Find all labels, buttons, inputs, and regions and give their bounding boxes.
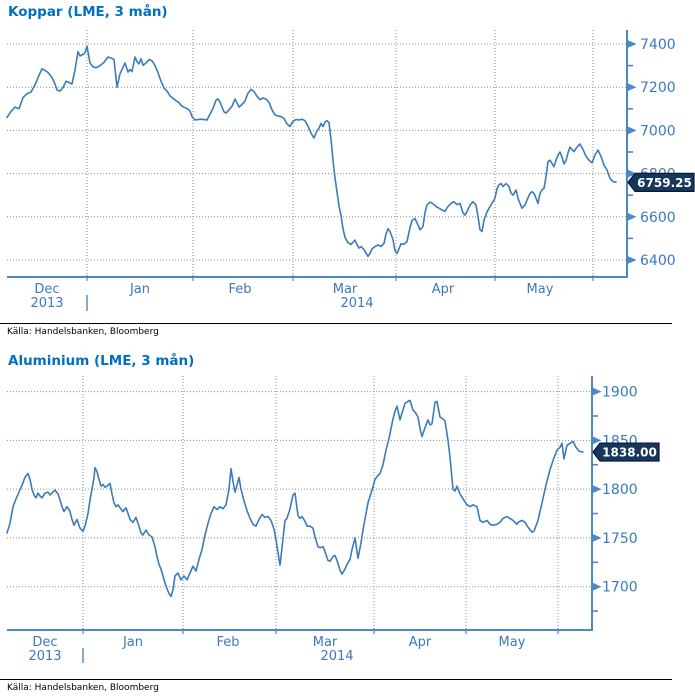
x-axis-month-label: Apr [432, 282, 455, 297]
divider-line [0, 323, 672, 324]
axis-arrow-icon [593, 387, 602, 396]
x-axis-year-label: 2014 [320, 649, 353, 664]
x-axis-month-label: Apr [409, 635, 432, 650]
y-axis-label: 1700 [602, 580, 638, 596]
x-axis-month-label: Jan [122, 635, 143, 650]
copper-chart-canvas: 740072007000680066006400DecJanFebMarAprM… [6, 30, 695, 311]
source-note: Källa: Handelsbanken, Bloomberg [7, 683, 159, 693]
axis-arrow-icon [628, 256, 637, 264]
x-axis-month-label: May [499, 635, 526, 650]
aluminium-chart-title: Aluminium (LME, 3 mån) [8, 353, 195, 369]
axis-arrow-icon [593, 534, 602, 542]
divider-line [0, 679, 672, 680]
x-axis-month-label: Feb [228, 282, 251, 297]
x-axis-year-label: 2013 [30, 296, 63, 311]
y-axis-label: 7000 [640, 123, 676, 139]
x-axis-month-label: Dec [34, 282, 59, 297]
axis-arrow-icon [593, 436, 602, 445]
series-line [6, 45, 617, 258]
y-axis-label: 1800 [602, 482, 638, 498]
price-tag [627, 172, 695, 193]
axis-arrow-icon [628, 213, 637, 221]
x-axis-year-label: 2014 [340, 296, 373, 311]
x-axis-month-label: Mar [313, 635, 338, 650]
y-axis-label: 6400 [640, 253, 676, 269]
axis-arrow-icon [628, 126, 637, 135]
x-axis-year-label: 2013 [28, 649, 61, 664]
x-axis-month-label: Mar [333, 282, 358, 297]
y-axis-label: 1900 [602, 385, 638, 401]
axis-arrow-icon [593, 485, 602, 493]
axis-arrow-icon [628, 40, 637, 48]
x-axis-month-label: Feb [216, 635, 239, 650]
x-axis-month-label: Jan [129, 282, 150, 297]
price-tag-label: 6759.25 [637, 176, 692, 190]
y-axis-label: 1750 [602, 531, 638, 547]
series-line [6, 399, 584, 598]
x-axis-month-label: Dec [32, 635, 57, 650]
source-note: Källa: Handelsbanken, Bloomberg [7, 327, 159, 337]
axis-arrow-icon [593, 582, 602, 591]
copper-chart-title: Koppar (LME, 3 mån) [8, 4, 168, 20]
axis-arrow-icon [628, 83, 637, 91]
y-axis-label: 7200 [640, 80, 676, 96]
price-tag [592, 442, 660, 462]
axis-arrow-icon [628, 169, 637, 178]
x-axis-month-label: May [527, 282, 554, 297]
price-tag-label: 1838.00 [602, 446, 657, 460]
y-axis-label: 7400 [640, 37, 676, 53]
y-axis-label: 6600 [640, 210, 676, 226]
